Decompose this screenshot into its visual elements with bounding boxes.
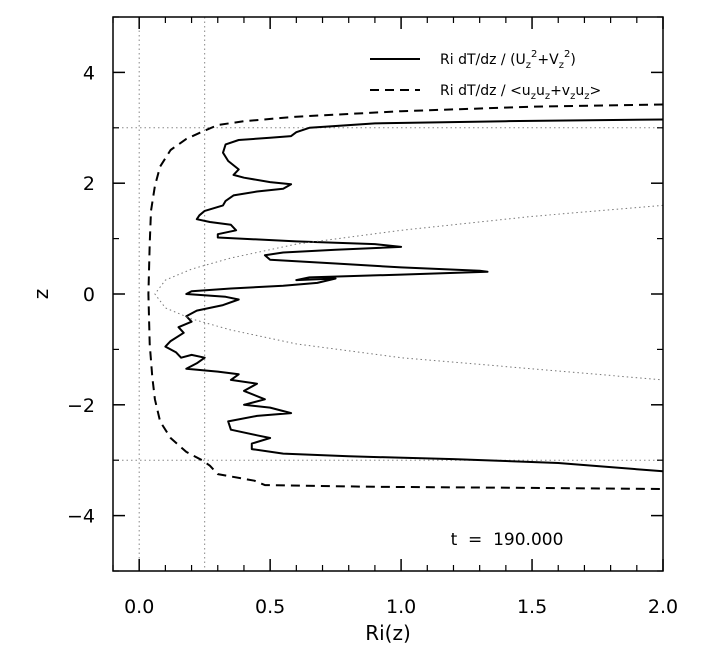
y-tick-label-0: −4 (67, 506, 95, 528)
x-tick-label-3: 1.5 (517, 596, 547, 618)
y-tick-label-3: 2 (83, 173, 95, 195)
series-line-dotted (154, 204, 664, 381)
tick-labels: 0.0 0.5 1.0 1.5 2.0 −4 −2 0 2 4 (67, 62, 678, 618)
legend-entry-solid-prefix: Ri dT/dz / (U (440, 52, 526, 68)
reference-lines (113, 17, 663, 571)
series-layer (147, 103, 664, 490)
series-line-solid (164, 118, 664, 473)
legend-entry-dashed: Ri dT/dz / <uzuz+vzuz> (440, 83, 601, 102)
x-tick-label-1: 0.5 (255, 596, 285, 618)
x-axis-label: Ri(z) (365, 621, 411, 645)
legend-entry-dashed-prefix: Ri dT/dz / <u (440, 83, 531, 99)
y-tick-label-1: −2 (67, 395, 95, 417)
y-tick-label-4: 4 (83, 62, 95, 84)
series-line-dashed (147, 103, 664, 490)
time-annotation: t = 190.000 (451, 530, 564, 550)
legend: Ri dT/dz / (Uz2+Vz2) Ri dT/dz / <uzuz+vz… (370, 49, 601, 102)
x-tick-label-2: 1.0 (386, 596, 416, 618)
y-tick-label-2: 0 (83, 284, 95, 306)
x-tick-label-4: 2.0 (648, 596, 678, 618)
legend-entry-solid: Ri dT/dz / (Uz2+Vz2) (440, 49, 576, 71)
ticks-layer (112, 16, 664, 572)
y-axis-label: z (29, 289, 53, 300)
x-tick-label-0: 0.0 (124, 596, 154, 618)
